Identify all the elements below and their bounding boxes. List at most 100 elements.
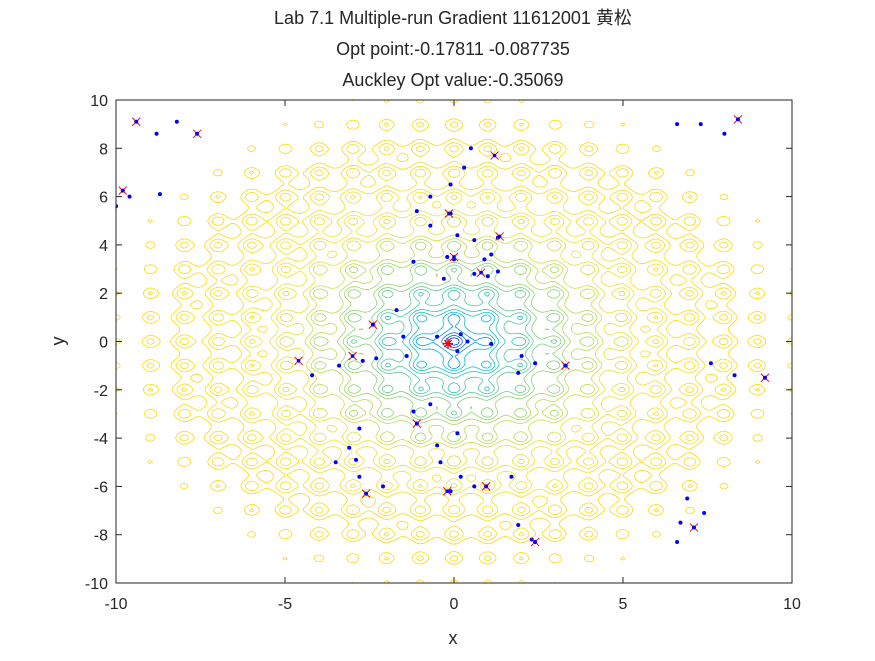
- start-point-marker: [732, 373, 737, 378]
- start-point-marker: [404, 353, 409, 358]
- start-point-marker: [472, 271, 477, 276]
- y-tick-label: -8: [94, 528, 108, 545]
- chart-title-line-3: Auckley Opt value:-0.35069: [342, 70, 563, 90]
- start-point-marker: [357, 426, 362, 431]
- contour-level: [381, 289, 527, 394]
- contour-level: [313, 240, 595, 443]
- start-point-marker: [458, 474, 463, 479]
- y-tick-label: 10: [90, 93, 108, 110]
- start-point-marker: [154, 131, 159, 136]
- y-axis-label: y: [48, 337, 68, 346]
- start-point-marker: [529, 537, 534, 542]
- y-tick-label: -4: [94, 431, 108, 448]
- contour-level: [212, 168, 696, 515]
- start-point-marker: [360, 358, 365, 363]
- start-point-marker: [411, 409, 416, 414]
- start-point-marker: [675, 539, 680, 544]
- start-point-marker: [455, 431, 460, 436]
- tick-layer: -10 -5 0 5 10 -10 -8 -6 -4 -2 0 2 4 6 8 10: [85, 93, 801, 613]
- local-optimum-marker: [733, 114, 743, 124]
- plot-area: [116, 100, 792, 583]
- contour-level: [244, 191, 664, 492]
- local-optimum-marker: [192, 129, 202, 139]
- start-point-marker: [685, 496, 690, 501]
- start-point-marker: [472, 238, 477, 243]
- start-point-marker: [462, 165, 467, 170]
- local-optimum-marker: [760, 373, 770, 383]
- local-optimum-marker: [442, 486, 452, 496]
- local-optimum-marker: [530, 537, 540, 547]
- local-optimum-marker: [444, 209, 454, 218]
- start-point-marker: [455, 233, 460, 238]
- start-point-marker: [472, 484, 477, 489]
- y-tick-label: 4: [99, 238, 108, 255]
- start-point-marker: [394, 308, 399, 313]
- start-point-marker: [533, 361, 538, 366]
- start-point-marker: [465, 339, 470, 344]
- start-point-marker: [489, 252, 494, 257]
- start-point-marker: [441, 276, 446, 281]
- local-optimum-marker: [294, 356, 303, 366]
- local-optimum-marker: [689, 523, 699, 532]
- x-tick-label: 10: [783, 596, 801, 613]
- start-point-marker: [468, 146, 473, 151]
- contour-level: [346, 264, 562, 419]
- y-tick-label: -10: [85, 576, 108, 593]
- x-tick-label: 5: [619, 596, 628, 613]
- start-point-marker: [411, 259, 416, 264]
- local-optimum-marker: [490, 151, 499, 160]
- local-optimum-marker: [481, 482, 491, 491]
- contour-level: [378, 287, 530, 396]
- x-axis-label: x: [449, 628, 458, 648]
- chart-title-line-1: Lab 7.1 Multiple-run Gradient 11612001 黄…: [274, 8, 632, 28]
- start-point-marker: [347, 445, 352, 450]
- local-optimum-marker: [348, 351, 357, 361]
- x-tick-label: 0: [450, 596, 459, 613]
- contour-lines: [116, 100, 792, 583]
- chart-title-line-2: Opt point:-0.17811 -0.087735: [336, 39, 570, 59]
- start-point-marker: [428, 402, 433, 407]
- start-point-marker: [698, 122, 703, 127]
- contour-level: [284, 220, 624, 463]
- start-point-marker: [438, 460, 443, 465]
- start-point-marker: [435, 443, 440, 448]
- start-point-marker: [414, 209, 419, 214]
- start-point-marker: [678, 520, 683, 525]
- local-optimum-marker: [476, 268, 486, 278]
- local-optimum-marker: [412, 419, 422, 428]
- local-optimum-marker: [368, 320, 378, 329]
- contour-level: [279, 216, 629, 467]
- start-point-marker: [489, 341, 494, 346]
- start-point-marker: [174, 119, 179, 124]
- x-tick-label: -10: [104, 596, 127, 613]
- contour-level: [342, 261, 566, 422]
- start-point-marker: [675, 122, 680, 127]
- start-point-marker: [702, 510, 707, 515]
- start-point-marker: [337, 363, 342, 368]
- contour-level: [248, 194, 660, 489]
- contour-level: [415, 314, 493, 369]
- start-point-marker: [333, 460, 338, 465]
- start-point-marker: [445, 254, 450, 259]
- start-point-marker: [353, 457, 358, 462]
- start-point-marker: [127, 194, 132, 199]
- contour-level: [412, 311, 496, 372]
- start-point-marker: [455, 349, 460, 354]
- start-point-marker: [722, 131, 727, 136]
- start-point-marker: [357, 474, 362, 479]
- contour-level: [408, 309, 500, 374]
- local-optimum-marker: [561, 361, 570, 371]
- local-optimum-marker: [131, 117, 141, 127]
- global-optimum-marker: [442, 338, 453, 349]
- y-tick-label: 8: [99, 141, 108, 158]
- start-point-marker: [448, 182, 453, 187]
- start-point-marker: [310, 373, 315, 378]
- contour-level: [350, 267, 558, 416]
- start-point-marker: [157, 192, 162, 197]
- start-point-marker: [509, 474, 514, 479]
- local-optimum-marker: [495, 232, 504, 241]
- y-tick-label: 6: [99, 190, 108, 207]
- start-point-marker: [428, 223, 433, 228]
- marker-layer: [116, 114, 770, 547]
- start-point-marker: [435, 334, 440, 339]
